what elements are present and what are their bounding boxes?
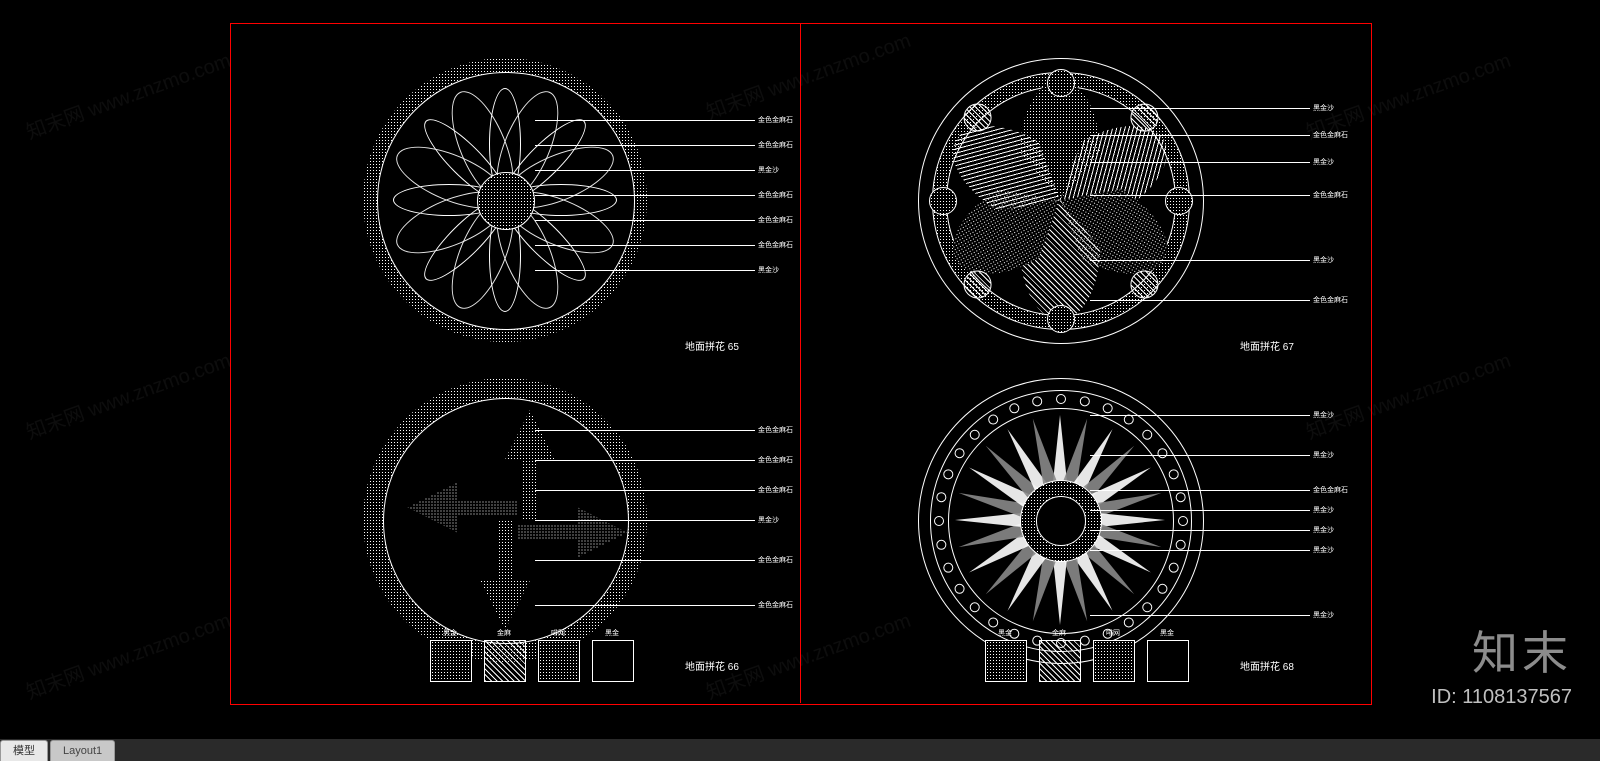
brand-id: ID: 1108137567 <box>1431 686 1572 709</box>
pattern67-label: 金色金麻石 <box>1313 130 1348 140</box>
layout-tab-bar: 模型 Layout1 <box>0 739 1600 761</box>
pattern67-label: 金色金麻石 <box>1313 190 1348 200</box>
pattern68-leader <box>1090 510 1310 511</box>
p65-caption: 地面拼花 65 <box>685 338 739 353</box>
p68-caption: 地面拼花 68 <box>1240 658 1294 673</box>
pattern66-label: 金色金麻石 <box>758 555 793 565</box>
pattern67-leader <box>1090 195 1310 196</box>
pattern68-label: 金色金麻石 <box>1313 485 1348 495</box>
pattern68-leader <box>1090 615 1310 616</box>
legend-swatch <box>1147 640 1189 682</box>
pattern66-leader <box>535 490 755 491</box>
pattern65-leader <box>535 220 755 221</box>
pattern65-label: 黑金沙 <box>758 165 779 175</box>
pattern66-leader <box>535 560 755 561</box>
pattern65-label: 金色金麻石 <box>758 140 793 150</box>
pattern66-leader <box>535 605 755 606</box>
legend-label: 金麻 <box>484 628 524 638</box>
pattern68-label: 黑金沙 <box>1313 505 1334 515</box>
pattern68-leader <box>1090 550 1310 551</box>
p68-center-in <box>1036 496 1086 546</box>
legend-swatch <box>592 640 634 682</box>
p67-node <box>964 270 992 298</box>
legend-label: 金麻 <box>1039 628 1079 638</box>
watermark: 知末网 www.znzmo.com <box>22 344 235 445</box>
pattern67-leader <box>1090 300 1310 301</box>
p67-node <box>929 187 957 215</box>
pattern68-leader <box>1090 415 1310 416</box>
pattern65-leader <box>535 145 755 146</box>
legend-label: 黑金 <box>592 628 632 638</box>
legend-label: 啡网 <box>538 628 578 638</box>
pattern65-leader <box>535 120 755 121</box>
legend-label: 黑金 <box>1147 628 1187 638</box>
pattern68-label: 黑金沙 <box>1313 450 1334 460</box>
pattern66-label: 黑金沙 <box>758 515 779 525</box>
legend-swatch <box>985 640 1027 682</box>
legend-swatch <box>484 640 526 682</box>
p67-caption: 地面拼花 67 <box>1240 338 1294 353</box>
pattern68-leader <box>1090 455 1310 456</box>
pattern65-label: 金色金麻石 <box>758 240 793 250</box>
pattern66-label: 金色金麻石 <box>758 485 793 495</box>
p67-node <box>1047 305 1075 333</box>
pattern68-leader <box>1090 530 1310 531</box>
p67-node <box>1130 270 1158 298</box>
legend-swatch <box>538 640 580 682</box>
pattern66-label: 金色金麻石 <box>758 600 793 610</box>
legend-label: 黑金 <box>430 628 470 638</box>
pattern68-label: 黑金沙 <box>1313 610 1334 620</box>
pattern66-label: 金色金麻石 <box>758 455 793 465</box>
p65-center <box>477 172 535 230</box>
pattern65-label: 金色金麻石 <box>758 190 793 200</box>
brand-logo-text: 知末 <box>1472 617 1572 683</box>
legend-swatch <box>430 640 472 682</box>
legend-label: 黑金 <box>985 628 1025 638</box>
pattern67-label: 黑金沙 <box>1313 157 1334 167</box>
pattern67-label: 金色金麻石 <box>1313 295 1348 305</box>
pattern68-label: 黑金沙 <box>1313 410 1334 420</box>
pattern66-leader <box>535 430 755 431</box>
pattern65-leader <box>535 195 755 196</box>
pattern67-label: 黑金沙 <box>1313 255 1334 265</box>
pattern68-leader <box>1090 490 1310 491</box>
cad-viewport[interactable]: 知末网 www.znzmo.com 知末网 www.znzmo.com 知末网 … <box>0 0 1600 723</box>
watermark: 知末网 www.znzmo.com <box>22 44 235 145</box>
p67-node <box>1165 187 1193 215</box>
pattern65-leader <box>535 245 755 246</box>
pattern66-leader <box>535 520 755 521</box>
p66-caption: 地面拼花 66 <box>685 658 739 673</box>
pattern65-label: 金色金麻石 <box>758 115 793 125</box>
pattern68-label: 黑金沙 <box>1313 545 1334 555</box>
legend-swatch <box>1093 640 1135 682</box>
legend-swatch <box>1039 640 1081 682</box>
pattern65-label: 金色金麻石 <box>758 215 793 225</box>
pattern66-leader <box>535 460 755 461</box>
pattern67-leader <box>1090 162 1310 163</box>
frame-separator <box>800 23 801 703</box>
pattern67-leader <box>1090 135 1310 136</box>
watermark: 知末网 www.znzmo.com <box>22 604 235 705</box>
pattern65-label: 黑金沙 <box>758 265 779 275</box>
pattern68-label: 黑金沙 <box>1313 525 1334 535</box>
p67-node <box>1047 69 1075 97</box>
tab-model[interactable]: 模型 <box>0 740 48 761</box>
legend-label: 啡网 <box>1093 628 1133 638</box>
pattern65-leader <box>535 170 755 171</box>
p66-arm <box>408 508 518 533</box>
pattern66-label: 金色金麻石 <box>758 425 793 435</box>
pattern67-leader <box>1090 108 1310 109</box>
pattern65-leader <box>535 270 755 271</box>
pattern67-leader <box>1090 260 1310 261</box>
p67-node <box>964 104 992 132</box>
pattern67-label: 黑金沙 <box>1313 103 1334 113</box>
tab-layout1[interactable]: Layout1 <box>50 740 115 761</box>
p66-arm <box>505 410 530 520</box>
